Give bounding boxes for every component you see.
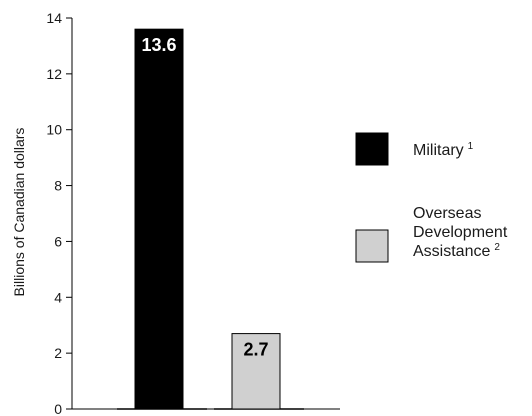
y-tick-label: 2 xyxy=(54,345,62,361)
data-label: 13.6 xyxy=(141,35,176,55)
y-axis-label: Billions of Canadian dollars xyxy=(11,128,27,297)
data-label: 2.7 xyxy=(243,340,268,360)
bar-military xyxy=(134,28,184,410)
y-ticks: 0 2 4 6 8 10 12 14 xyxy=(46,10,72,416)
y-tick-label: 8 xyxy=(54,178,62,194)
legend-label: Military xyxy=(413,142,464,159)
bar-overseas-development-assistance xyxy=(231,333,281,410)
legend-superscript: 2 xyxy=(494,242,500,253)
legend-label: Development xyxy=(413,224,508,241)
y-tick-label: 14 xyxy=(46,10,62,26)
legend: Military 1 Overseas Development Assistance 2 xyxy=(355,132,508,263)
legend-swatch-overseas-development-assistance xyxy=(355,229,389,263)
y-tick-label: 6 xyxy=(54,233,62,249)
y-tick-label: 12 xyxy=(46,66,62,82)
legend-label: Assistance xyxy=(413,243,490,260)
legend-label: Overseas xyxy=(413,205,481,222)
legend-swatch-military xyxy=(355,132,389,166)
y-tick-label: 10 xyxy=(46,122,62,138)
bars: 13.6 2.7 xyxy=(117,28,304,410)
y-tick-label: 4 xyxy=(54,289,62,305)
y-tick-label: 0 xyxy=(54,401,62,416)
legend-superscript: 1 xyxy=(468,141,474,152)
